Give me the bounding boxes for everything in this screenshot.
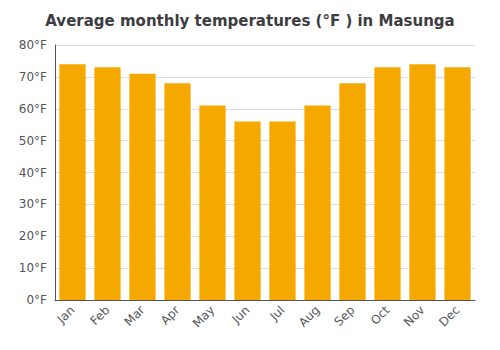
svg-text:Mar: Mar <box>122 303 148 329</box>
svg-text:Aug: Aug <box>296 303 322 329</box>
svg-text:80°F: 80°F <box>19 38 47 52</box>
svg-text:Jul: Jul <box>267 303 288 324</box>
svg-text:May: May <box>190 303 217 330</box>
svg-text:Oct: Oct <box>368 303 393 328</box>
svg-text:Nov: Nov <box>401 303 427 329</box>
svg-text:60°F: 60°F <box>19 102 47 116</box>
svg-text:Jan: Jan <box>54 303 78 327</box>
svg-text:40°F: 40°F <box>19 166 47 180</box>
svg-text:20°F: 20°F <box>19 229 47 243</box>
svg-text:Sep: Sep <box>332 303 358 329</box>
svg-text:Jun: Jun <box>229 303 253 327</box>
svg-text:10°F: 10°F <box>19 261 47 275</box>
svg-text:Dec: Dec <box>436 303 462 329</box>
svg-text:Feb: Feb <box>88 303 113 328</box>
svg-text:Apr: Apr <box>158 303 183 328</box>
svg-text:70°F: 70°F <box>19 70 47 84</box>
svg-text:0°F: 0°F <box>26 293 47 307</box>
svg-text:30°F: 30°F <box>19 197 47 211</box>
svg-text:Average monthly temperatures (: Average monthly temperatures (°F ) in Ma… <box>45 12 454 30</box>
svg-text:50°F: 50°F <box>19 134 47 148</box>
